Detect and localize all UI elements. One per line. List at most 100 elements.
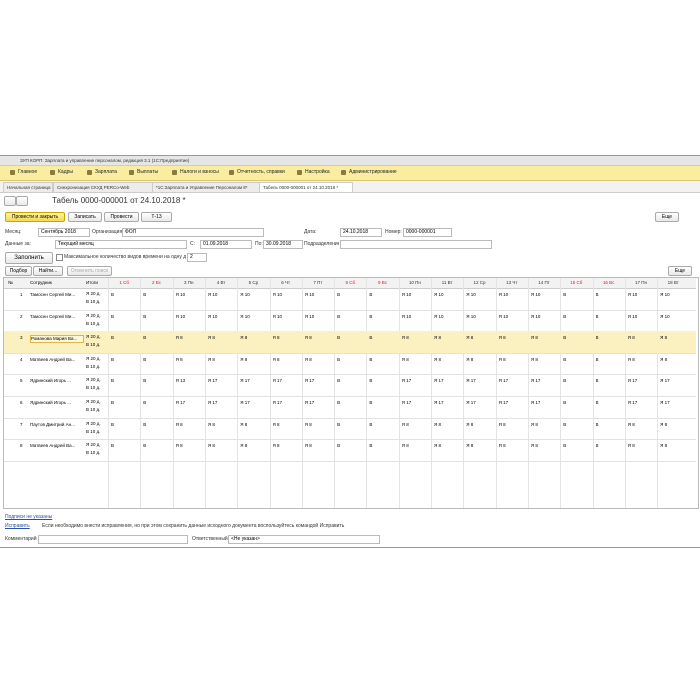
day-cell: В xyxy=(111,313,115,319)
employee-cell: Ядринский Игорь ... xyxy=(30,378,72,384)
row-number: 1 xyxy=(20,292,23,297)
to-field[interactable]: 30.09.2018 xyxy=(263,240,303,249)
day-cell: В xyxy=(337,313,341,319)
day-cell: Я 10 xyxy=(434,292,444,297)
button[interactable]: Записать xyxy=(68,212,102,222)
day-cell: В xyxy=(111,421,115,427)
dept-field[interactable] xyxy=(340,240,492,249)
day-cell: Я 8 xyxy=(304,335,312,341)
day-cell: Я 17 xyxy=(466,378,476,384)
column-line xyxy=(560,278,562,508)
day-cell: Я 10 xyxy=(272,292,283,297)
menu-icon xyxy=(129,170,134,175)
header-cell: Сотрудник xyxy=(30,280,52,285)
button[interactable]: Т-13 xyxy=(141,212,172,222)
day-cell: Я 8 xyxy=(175,335,183,341)
checkbox[interactable] xyxy=(56,254,63,261)
day-cell: В xyxy=(143,443,147,449)
tab[interactable]: Табель 0000-000001 от 24.10.2018 * xyxy=(259,182,353,193)
day-cell: В xyxy=(369,400,373,405)
month-field[interactable]: Сентябрь 2018 xyxy=(38,228,90,237)
table-row[interactable] xyxy=(4,288,696,311)
tab[interactable]: Начальная страница xyxy=(3,182,53,193)
number-field[interactable]: 0000-000001 xyxy=(403,228,452,237)
day-cell: Я 8 xyxy=(272,335,280,341)
label: Ответственный: xyxy=(192,536,228,542)
day-cell: В xyxy=(369,335,373,341)
period-field[interactable]: Текущий месяц xyxy=(55,240,187,249)
header-cell: 18 Вт xyxy=(667,280,679,285)
menu-item[interactable]: Кадры xyxy=(58,169,73,175)
day-cell: В xyxy=(337,378,341,384)
toolbar-button[interactable]: Подбор xyxy=(5,266,32,276)
menu-item[interactable]: Настройка xyxy=(305,169,330,175)
more-button[interactable]: Еще xyxy=(655,212,679,222)
menu-item[interactable]: Отчетность, справки xyxy=(237,169,285,175)
tab[interactable]: *1С:Зарплата и Управление Персоналом 8* xyxy=(152,182,262,193)
day-cell: Я 8 xyxy=(498,421,506,427)
day-cell: Я 8 xyxy=(434,335,442,341)
day-cell: В xyxy=(143,400,147,405)
tab[interactable]: Синхронизация СКУД PERCo-Web xyxy=(53,182,155,193)
day-cell: В xyxy=(111,378,115,384)
day-cell: Я 17 xyxy=(660,400,670,405)
day-cell: Я 8 xyxy=(498,335,506,341)
fix-link[interactable]: Исправить xyxy=(5,523,30,529)
row-number: 7 xyxy=(20,421,23,427)
toolbar-button[interactable]: Найти... xyxy=(33,266,63,276)
day-cell: Я 17 xyxy=(466,400,476,405)
totals-cell: Я 20 д. xyxy=(86,291,101,296)
signatures-link[interactable]: Подписи не указаны xyxy=(5,514,53,520)
comment-field[interactable] xyxy=(38,535,188,544)
menu-item[interactable]: Главное xyxy=(18,169,38,175)
day-cell: Я 10 xyxy=(272,313,283,319)
table-row[interactable] xyxy=(4,374,696,397)
day-cell: Я 10 xyxy=(466,292,476,297)
day-cell: Я 8 xyxy=(660,356,668,362)
day-cell: Я 8 xyxy=(660,421,668,427)
day-cell: Я 8 xyxy=(304,421,312,427)
button[interactable]: Провести xyxy=(104,212,139,222)
day-cell: Я 10 xyxy=(304,313,315,319)
back-button[interactable] xyxy=(4,196,16,206)
header-cell: 4 Вт xyxy=(216,280,226,285)
menu-item[interactable]: Налоги и взносы xyxy=(180,169,219,175)
table-row[interactable] xyxy=(4,396,696,419)
responsible-field[interactable]: <Не указан> xyxy=(228,535,380,544)
form-title: Табель 0000-000001 от 24.10.2018 * xyxy=(52,196,186,205)
header-cell: 7 Пт xyxy=(313,280,323,285)
day-cell: В xyxy=(595,313,599,319)
date-field[interactable]: 24.10.2018 xyxy=(340,228,382,237)
warning-icon xyxy=(35,523,41,530)
day-cell: Я 10 xyxy=(207,292,218,297)
day-cell: Я 8 xyxy=(434,443,442,449)
max-kinds-field[interactable]: 2 xyxy=(187,253,207,262)
forward-button[interactable] xyxy=(16,196,28,206)
table-row[interactable] xyxy=(4,331,696,354)
menu-item[interactable]: Зарплата xyxy=(95,169,117,175)
day-cell: Я 10 xyxy=(660,292,670,297)
menu-item[interactable]: Администрирование xyxy=(349,169,397,175)
day-cell: Я 8 xyxy=(530,443,538,449)
totals-cell: В 10 д. xyxy=(86,363,101,369)
table-row[interactable] xyxy=(4,439,696,462)
day-cell: Я 17 xyxy=(272,378,283,384)
menu-icon xyxy=(10,170,15,175)
menu-item[interactable]: Выплаты xyxy=(137,169,159,175)
day-cell: Я 8 xyxy=(304,356,312,362)
day-cell: Я 8 xyxy=(272,443,280,449)
org-field[interactable]: ФОЛ xyxy=(122,228,264,237)
label: Подразделение: xyxy=(304,241,339,247)
more-button[interactable]: Еще xyxy=(668,266,692,276)
from-field[interactable]: 01.09.2018 xyxy=(200,240,252,249)
toolbar-button[interactable]: Отменить поиск xyxy=(67,266,112,276)
day-cell: В xyxy=(369,292,373,297)
table-row[interactable] xyxy=(4,353,696,376)
day-cell: Я 17 xyxy=(498,378,509,384)
totals-cell: В 10 д. xyxy=(86,428,101,434)
fill-button[interactable]: Заполнить xyxy=(5,252,53,264)
menu-icon xyxy=(172,170,177,175)
table-row[interactable] xyxy=(4,418,696,441)
day-cell: Я 8 xyxy=(272,421,280,427)
button[interactable]: Провести и закрыть xyxy=(5,212,65,222)
